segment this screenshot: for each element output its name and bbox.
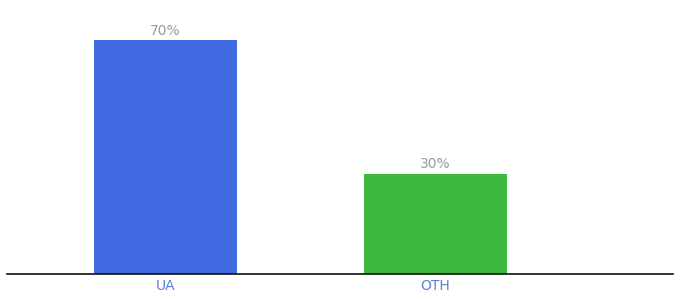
Text: 30%: 30% [420,157,450,171]
Bar [364,173,507,274]
Bar [94,40,237,274]
Text: 70%: 70% [150,24,181,38]
